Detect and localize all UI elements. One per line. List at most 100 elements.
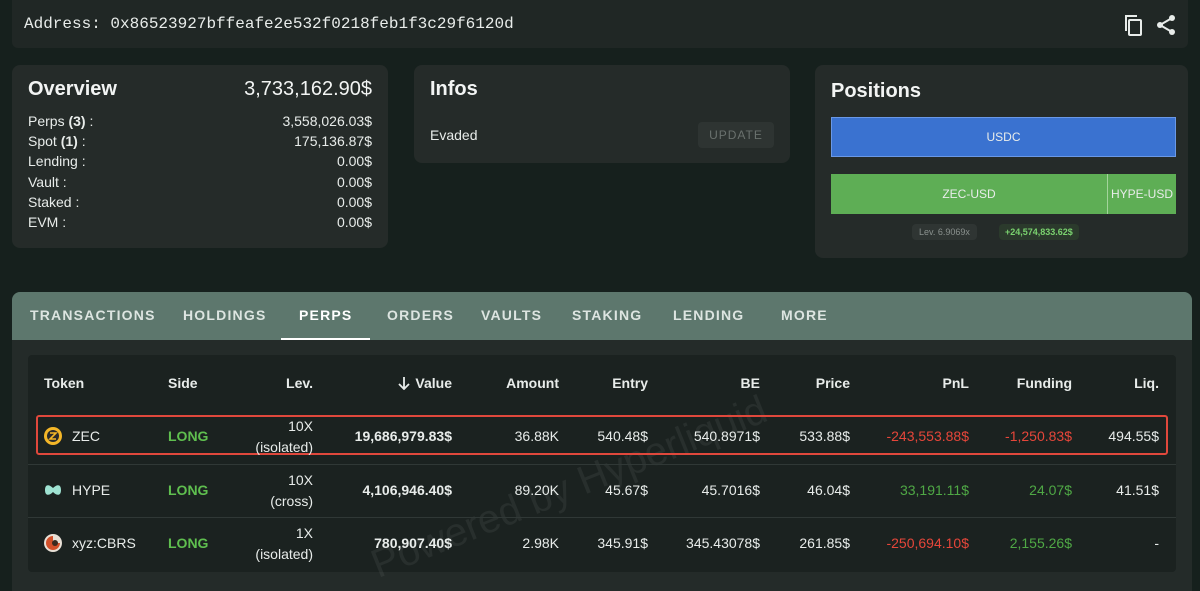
cell-side: LONG: [168, 535, 209, 551]
row-highlight: [36, 415, 1168, 455]
cell-token[interactable]: xyz:CBRS: [72, 535, 136, 551]
usdc-bar: USDC: [831, 117, 1176, 157]
header-text: Liq.: [1134, 375, 1159, 391]
column-header[interactable]: PnL: [943, 375, 969, 391]
positions-card: Positions USDC ZEC-USD HYPE-USD Lev. 6.9…: [815, 65, 1188, 258]
column-header[interactable]: Price: [816, 375, 850, 391]
tab[interactable]: ORDERS: [387, 307, 455, 323]
cell-price: 46.04$: [807, 481, 850, 498]
header-text: Funding: [1016, 375, 1072, 391]
column-header[interactable]: Side: [168, 375, 198, 391]
overview-card: Overview 3,733,162.90$ Perps (3) : 3,558,…: [12, 65, 388, 248]
cell-liq: 494.55$: [1108, 428, 1159, 444]
column-header[interactable]: Token: [44, 375, 84, 391]
row-separator: :: [81, 133, 86, 150]
cell-funding: 2,155.26$: [1009, 535, 1072, 551]
column-header[interactable]: Value: [397, 375, 452, 391]
cell-amount: 2.98K: [522, 535, 559, 551]
row-separator: :: [62, 173, 67, 190]
overview-label: Vault :: [28, 174, 67, 190]
leverage-label: Lev.: [919, 227, 936, 237]
cell-be: 345.43078$: [686, 535, 760, 551]
overview-value: 3,558,026.03$: [282, 113, 372, 129]
header-text: Price: [815, 375, 850, 391]
header-text: BE: [740, 375, 760, 391]
cell-side: LONG: [168, 428, 209, 444]
overview-value: 0.00$: [336, 153, 372, 170]
cell-token[interactable]: ZEC: [72, 428, 100, 444]
tab[interactable]: PERPS: [281, 292, 371, 340]
cell-margin: (cross): [270, 492, 313, 509]
overview-label: Staked :: [28, 194, 79, 210]
overview-value: 175,136.87$: [294, 133, 372, 150]
tab[interactable]: STAKING: [572, 307, 643, 323]
column-header[interactable]: Entry: [612, 375, 648, 391]
tab-bar: TRANSACTIONS HOLDINGS PERPS ORDERS VAULTS STA…: [12, 292, 1192, 340]
share-icon[interactable]: [1155, 13, 1177, 37]
update-button[interactable]: UPDATE: [698, 122, 774, 148]
copy-icon[interactable]: [1122, 13, 1144, 37]
header-text: Amount: [506, 375, 559, 391]
row-count: (1): [60, 133, 78, 150]
column-header[interactable]: Funding: [1017, 375, 1072, 391]
overview-row: Vault : 0.00$: [28, 174, 372, 194]
cell-entry: 345.91$: [597, 535, 648, 551]
cell-funding: 24.07$: [1029, 481, 1072, 498]
token-icon: [44, 427, 62, 445]
cell-leverage: 10X: [288, 418, 313, 434]
row-separator: :: [81, 153, 86, 170]
overview-row: Perps (3) : 3,558,026.03$: [28, 113, 372, 133]
row-count: (3): [68, 113, 86, 129]
infos-title: Infos: [430, 78, 478, 100]
cell-pnl: -243,553.88$: [886, 428, 969, 444]
tab[interactable]: TRANSACTIONS: [30, 307, 156, 323]
address-bar: Address: 0x86523927bffeafe2e532f0218feb1…: [12, 0, 1188, 48]
cell-pnl: 33,191.11$: [899, 481, 969, 498]
cell-amount: 36.88K: [514, 428, 559, 444]
cell-leverage: 1X: [295, 525, 313, 541]
infos-card: Infos Evaded UPDATE: [414, 65, 790, 163]
perps-table: Powered by Hyperliquid Token Side Lev. Value…: [28, 355, 1176, 587]
column-header[interactable]: Liq.: [1134, 375, 1159, 391]
cell-funding: -1,250.83$: [1005, 428, 1072, 444]
tab[interactable]: HOLDINGS: [183, 307, 267, 323]
overview-row: Staked : 0.00$: [28, 194, 372, 214]
token-icon: [45, 484, 61, 495]
tab[interactable]: LENDING: [673, 307, 745, 323]
header-text: Side: [168, 375, 198, 391]
tab[interactable]: MORE: [781, 307, 828, 323]
overview-value: 0.00$: [336, 214, 372, 230]
cell-token[interactable]: HYPE: [72, 481, 111, 498]
column-header[interactable]: Amount: [506, 375, 559, 391]
row-label: EVM: [28, 214, 59, 230]
tab[interactable]: VAULTS: [481, 307, 543, 323]
cell-liq: -: [1154, 535, 1159, 551]
cell-value: 4,106,946.40$: [362, 481, 452, 498]
cell-be: 45.7016$: [701, 481, 760, 498]
overview-label: Lending :: [28, 153, 86, 169]
column-header[interactable]: Lev.: [286, 375, 313, 391]
pnl-badge: +24,574,833.62$: [999, 224, 1079, 240]
row-label: Spot: [28, 133, 57, 150]
cell-value: 19,686,979.83$: [354, 428, 452, 444]
cell-value: 780,907.40$: [374, 535, 452, 551]
cell-be: 540.8971$: [693, 428, 760, 444]
header-text: Lev.: [286, 375, 313, 391]
cell-price: 533.88$: [799, 428, 850, 444]
cell-entry: 45.67$: [605, 481, 648, 498]
cell-price: 261.85$: [799, 535, 850, 551]
overview-value: 0.00$: [336, 193, 372, 210]
cell-pnl: -250,694.10$: [886, 535, 969, 551]
infos-status: Evaded: [430, 127, 478, 143]
address-line: Address: 0x86523927bffeafe2e532f0218feb1…: [24, 15, 514, 33]
overview-row: Spot (1) : 175,136.87$: [28, 133, 372, 153]
row-label: Lending: [28, 153, 78, 170]
cell-leverage: 10X: [288, 471, 313, 488]
cell-margin: (isolated): [255, 439, 313, 455]
token-icon: [44, 534, 62, 552]
overview-label: EVM :: [28, 214, 66, 230]
overview-total: 3,733,162.90$: [244, 78, 372, 100]
column-header[interactable]: BE: [741, 375, 760, 391]
overview-row: EVM : 0.00$: [28, 214, 372, 234]
